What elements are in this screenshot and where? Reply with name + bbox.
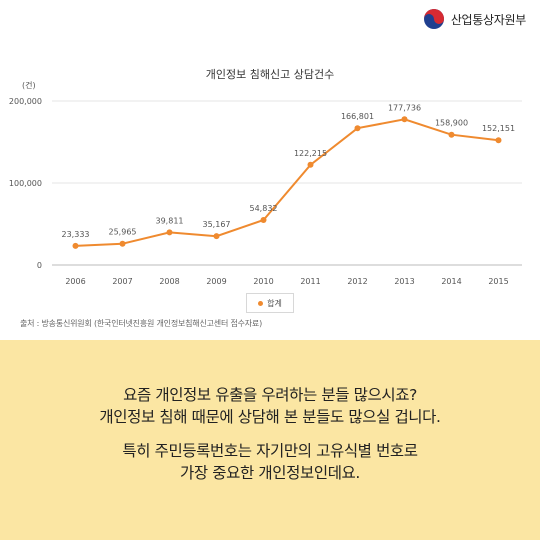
message-line: 가장 중요한 개인정보인데요. [180, 464, 360, 482]
taegeuk-icon [423, 9, 444, 29]
data-label: 54,832 [250, 204, 278, 213]
data-label: 158,900 [435, 119, 468, 128]
data-point [166, 229, 173, 236]
x-tick-label: 2013 [394, 277, 414, 286]
legend: 합계 [246, 293, 294, 313]
x-tick-label: 2007 [112, 277, 132, 286]
ministry-logo: 산업통상자원부 [423, 8, 526, 30]
source-note: 출처 : 방송통신위원회 (한국인터넷진흥원 개인정보침해신고센터 접수자료) [20, 319, 263, 328]
x-tick-label: 2012 [347, 277, 367, 286]
data-point [119, 240, 126, 247]
data-point [213, 233, 220, 240]
message-panel: 요즘 개인정보 유출을 우려하는 분들 많으시죠? 개인정보 침해 때문에 상담… [0, 340, 540, 540]
data-point [354, 125, 361, 132]
series-line [75, 118, 499, 247]
data-point [72, 242, 79, 249]
x-tick-label: 2015 [488, 277, 508, 286]
message-paragraph-1: 요즘 개인정보 유출을 우려하는 분들 많으시죠? 개인정보 침해 때문에 상담… [0, 384, 540, 428]
data-point [260, 217, 267, 224]
message-line: 요즘 개인정보 유출을 우려하는 분들 많으시죠? [123, 386, 417, 404]
message-line: 개인정보 침해 때문에 상담해 본 분들도 많으실 겁니다. [99, 408, 441, 426]
data-label: 152,151 [482, 124, 515, 133]
line-chart: (건) 0 100,000 200,000 2006 2007 2008 2009 2010… [9, 80, 522, 286]
x-tick-label: 2008 [159, 277, 179, 286]
data-label: 39,811 [156, 216, 184, 225]
x-tick-label: 2011 [300, 277, 320, 286]
chart-panel: 산업통상자원부 개인정보 침해신고 상담건수 (건) 0 100,000 200,0… [8, 8, 527, 328]
data-label: 25,965 [109, 228, 137, 237]
data-label: 166,801 [341, 112, 374, 121]
data-point [448, 131, 455, 138]
data-point [401, 116, 408, 123]
data-label: 177,736 [388, 103, 421, 112]
x-tick-label: 2006 [65, 277, 85, 286]
ministry-name: 산업통상자원부 [450, 12, 526, 27]
legend-marker [258, 300, 264, 306]
chart-title: 개인정보 침해신고 상담건수 [205, 68, 335, 81]
x-tick-label: 2010 [253, 277, 273, 286]
y-axis-unit: (건) [22, 80, 36, 90]
data-label: 122,215 [294, 149, 327, 158]
y-tick-label: 200,000 [9, 97, 42, 106]
data-point [495, 137, 502, 144]
data-label: 35,167 [203, 220, 231, 229]
x-tick-label: 2014 [441, 277, 461, 286]
message-paragraph-2: 특히 주민등록번호는 자기만의 고유식별 번호로 가장 중요한 개인정보인데요. [0, 440, 540, 484]
data-point [307, 161, 314, 168]
legend-label: 합계 [267, 298, 282, 308]
y-tick-label: 100,000 [9, 179, 42, 188]
data-label: 23,333 [62, 230, 90, 239]
x-tick-label: 2009 [206, 277, 226, 286]
y-tick-label: 0 [37, 261, 42, 270]
message-line: 특히 주민등록번호는 자기만의 고유식별 번호로 [122, 442, 418, 460]
